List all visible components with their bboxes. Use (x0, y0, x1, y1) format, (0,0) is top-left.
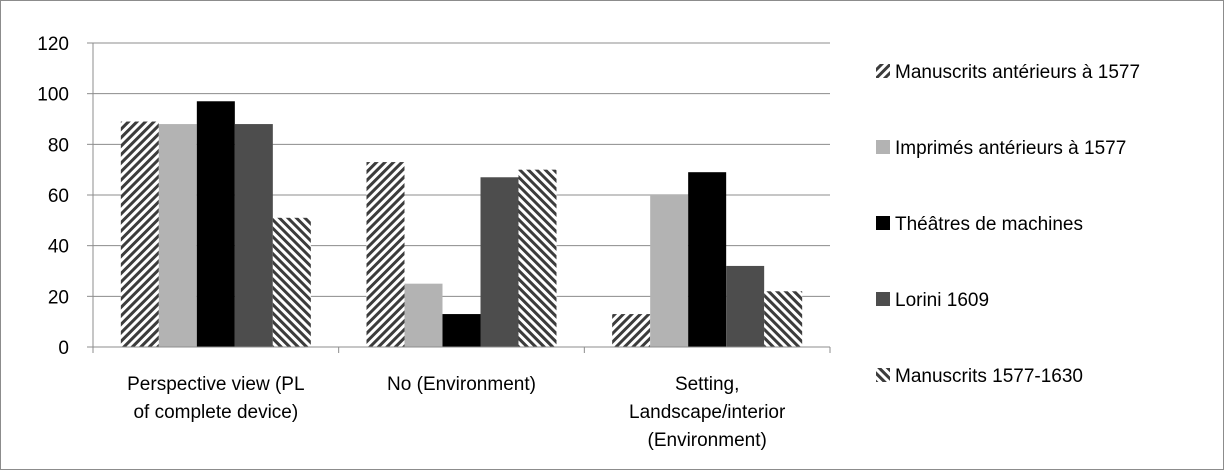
y-tick-labels: 0 20 40 60 80 100 120 (37, 34, 69, 359)
legend-swatch (876, 216, 890, 230)
y-tick-label: 20 (48, 287, 69, 308)
y-tick-label: 40 (48, 237, 69, 258)
legend-label: Imprimés antérieurs à 1577 (895, 138, 1126, 159)
legend-label: Théâtres de machines (895, 214, 1083, 235)
axes (87, 42, 831, 353)
bar-series-4-cat-1 (234, 124, 273, 347)
category-label: Landscape/interior (629, 402, 786, 423)
y-tick-label: 100 (37, 85, 69, 106)
bar-series-4-cat-3 (726, 265, 765, 347)
y-tick-label: 120 (37, 34, 69, 55)
legend-swatch (876, 64, 890, 78)
category-label: No (Environment) (387, 374, 536, 395)
bar-series-5-cat-1 (272, 217, 311, 347)
y-tick-label: 80 (48, 135, 69, 156)
bar-series-1-cat-3 (612, 314, 651, 347)
y-tick-label: 0 (58, 338, 69, 359)
bar-series-5-cat-2 (518, 169, 557, 347)
legend-swatch (876, 292, 890, 306)
legend-label: Lorini 1609 (895, 290, 989, 311)
bar-series-4-cat-2 (480, 177, 519, 347)
category-label: of complete device) (133, 402, 298, 423)
bar-series-1-cat-2 (366, 162, 405, 347)
bar-series-2-cat-3 (650, 195, 689, 347)
bar-series-2-cat-2 (404, 283, 443, 347)
bars (120, 101, 803, 348)
legend: Manuscrits antérieurs à 1577 Imprimés ant… (876, 62, 1140, 387)
category-label: Perspective view (PL (127, 374, 304, 395)
legend-label: Manuscrits antérieurs à 1577 (895, 62, 1140, 83)
bar-series-3-cat-1 (196, 101, 235, 348)
bar-series-2-cat-1 (158, 124, 197, 347)
legend-label: Manuscrits 1577-1630 (895, 366, 1083, 387)
category-label: Setting, (675, 374, 739, 395)
bar-series-3-cat-3 (688, 172, 727, 347)
bar-series-3-cat-2 (442, 314, 481, 347)
bar-series-5-cat-3 (764, 291, 803, 347)
legend-swatch (876, 368, 890, 382)
bar-series-1-cat-1 (120, 121, 159, 348)
y-tick-label: 60 (48, 186, 69, 207)
category-label: (Environment) (648, 430, 767, 451)
category-labels: Perspective view (PL of complete device) N… (127, 374, 786, 451)
legend-swatch (876, 140, 890, 154)
